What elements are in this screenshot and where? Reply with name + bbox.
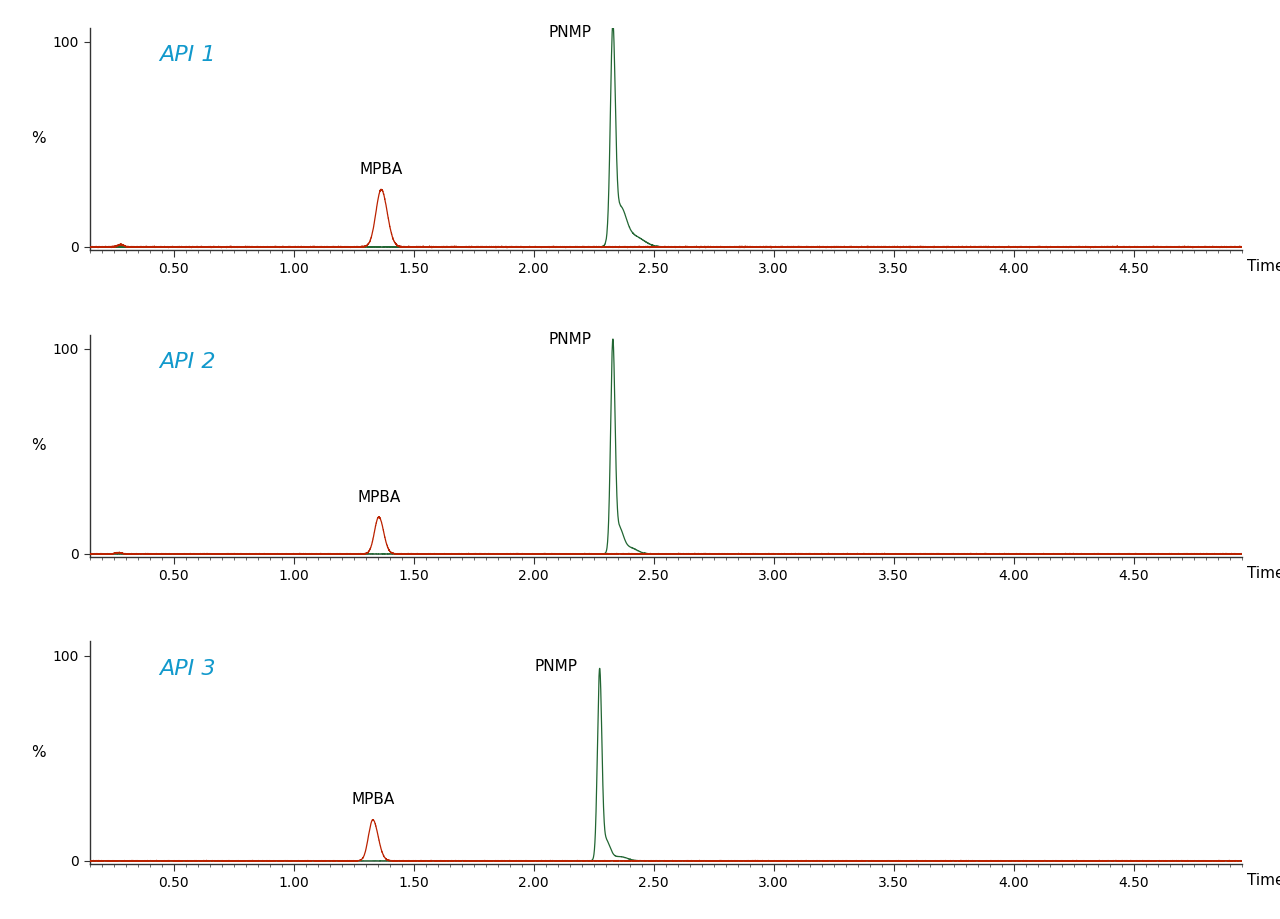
Text: Time: Time: [1247, 259, 1280, 274]
Y-axis label: %: %: [32, 438, 46, 453]
Text: API 1: API 1: [159, 45, 215, 65]
Text: Time: Time: [1247, 873, 1280, 888]
Text: MPBA: MPBA: [351, 792, 394, 808]
Text: API 3: API 3: [159, 659, 215, 679]
Text: API 2: API 2: [159, 352, 215, 372]
Text: PNMP: PNMP: [535, 659, 577, 675]
Text: MPBA: MPBA: [360, 163, 403, 177]
Text: MPBA: MPBA: [357, 490, 401, 505]
Text: PNMP: PNMP: [548, 25, 591, 40]
Y-axis label: %: %: [32, 745, 46, 760]
Text: Time: Time: [1247, 566, 1280, 581]
Y-axis label: %: %: [32, 131, 46, 146]
Text: PNMP: PNMP: [548, 332, 591, 346]
